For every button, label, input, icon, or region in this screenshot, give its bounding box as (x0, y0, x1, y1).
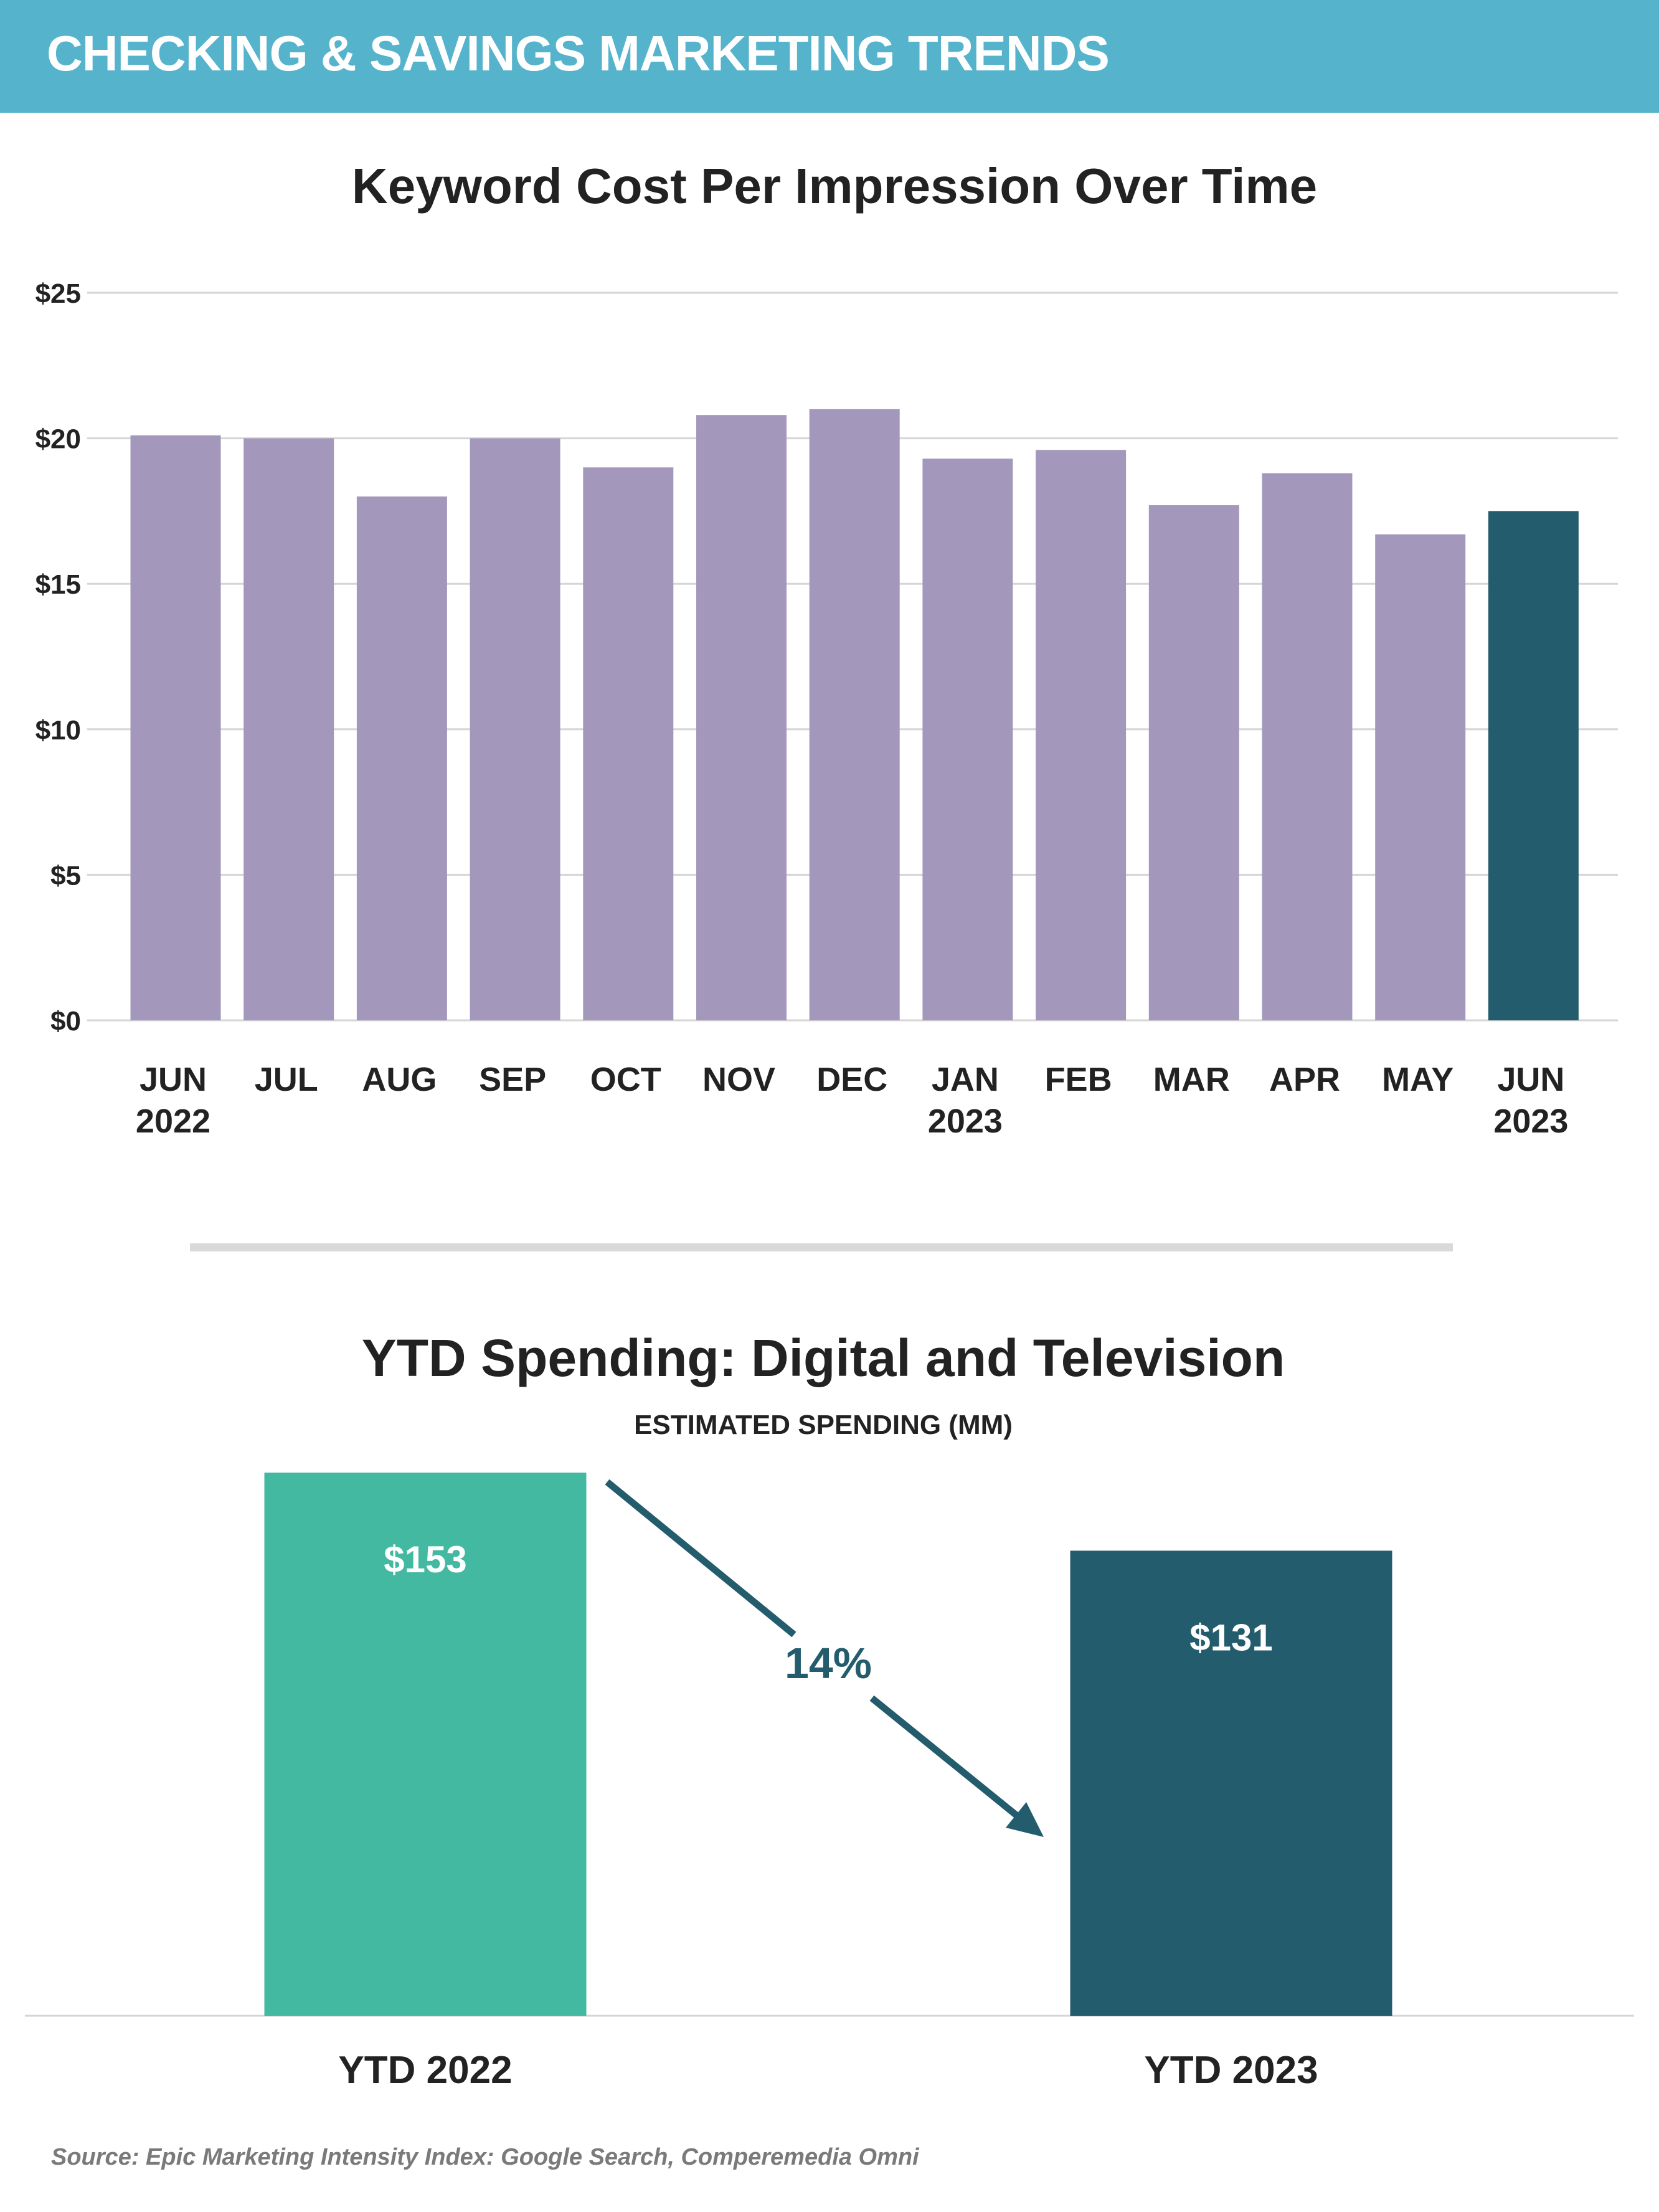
bar (1488, 511, 1579, 1020)
bar (922, 458, 1013, 1020)
y-tick-label: $20 (35, 424, 81, 455)
bar (1036, 450, 1127, 1020)
source-note: Source: Epic Marketing Intensity Index: … (51, 2144, 919, 2170)
chart-title: Keyword Cost Per Impression Over Time (352, 158, 1317, 214)
y-tick-label: $0 (50, 1006, 81, 1037)
bars (264, 1473, 1392, 2016)
bars (130, 409, 1579, 1020)
bar (470, 438, 560, 1020)
data-label: $153 (384, 1539, 466, 1580)
arrow-head (1006, 1802, 1044, 1837)
x-tick-label: JUN (139, 1061, 207, 1098)
ytd-spending-chart: YTD Spending: Digital and Television EST… (25, 1329, 1634, 2092)
bar (696, 415, 787, 1020)
page-title: CHECKING & SAVINGS MARKETING TRENDS (47, 26, 1110, 81)
bar (264, 1473, 587, 2016)
x-tick-label: AUG (362, 1061, 437, 1098)
x-tick-label: 2023 (1493, 1103, 1568, 1140)
bar (1262, 473, 1353, 1020)
x-tick-label: FEB (1045, 1061, 1112, 1098)
x-tick-label: APR (1269, 1061, 1340, 1098)
y-tick-label: $10 (35, 715, 81, 746)
chart-subtitle: ESTIMATED SPENDING (MM) (634, 1410, 1013, 1440)
x-tick-label: DEC (816, 1061, 887, 1098)
x-tick-label: YTD 2023 (1144, 2049, 1318, 2092)
cost-per-impression-chart: Keyword Cost Per Impression Over Time $0… (35, 158, 1618, 1140)
x-tick-label: MAY (1382, 1061, 1453, 1098)
data-label: $131 (1189, 1616, 1272, 1658)
y-tick-label: $5 (50, 860, 81, 891)
x-axis-ticks: YTD 2022 YTD 2023 (338, 2049, 1318, 2092)
x-tick-label: OCT (590, 1061, 661, 1098)
x-tick-label: MAR (1153, 1061, 1230, 1098)
x-axis-ticks: JUN 2022 JUL AUG SEP OCT NOV DEC JAN 2023 FEB MAR AP… (136, 1061, 1569, 1140)
bar (809, 409, 900, 1020)
x-tick-label: YTD 2022 (338, 2049, 512, 2092)
header-banner: CHECKING & SAVINGS MARKETING TRENDS (0, 0, 1659, 113)
change-label: 14% (785, 1639, 872, 1687)
x-tick-label: 2023 (928, 1103, 1003, 1140)
change-arrow: 14% (605, 1479, 1044, 1837)
x-tick-label: JUL (255, 1061, 318, 1098)
chart-title: YTD Spending: Digital and Television (362, 1329, 1285, 1387)
x-tick-label: NOV (702, 1061, 775, 1098)
x-tick-label: JUN (1497, 1061, 1564, 1098)
bar (1148, 505, 1239, 1020)
x-tick-label: SEP (479, 1061, 546, 1098)
arrow-shaft-upper (605, 1479, 796, 1638)
bar (583, 467, 674, 1020)
y-axis-ticks: $0 $5 $10 $15 $20 $25 (35, 278, 81, 1037)
arrow-shaft-lower (869, 1695, 1025, 1823)
y-tick-label: $15 (35, 569, 81, 600)
bar (243, 438, 334, 1020)
bar (356, 496, 447, 1020)
x-tick-label: 2022 (136, 1103, 210, 1140)
data-labels: $153 $131 (384, 1539, 1272, 1658)
section-divider (190, 1243, 1453, 1251)
bar (1070, 1550, 1392, 2016)
y-tick-label: $25 (35, 278, 81, 309)
bar (130, 435, 221, 1020)
bar (1375, 534, 1466, 1020)
x-tick-label: JAN (932, 1061, 999, 1098)
